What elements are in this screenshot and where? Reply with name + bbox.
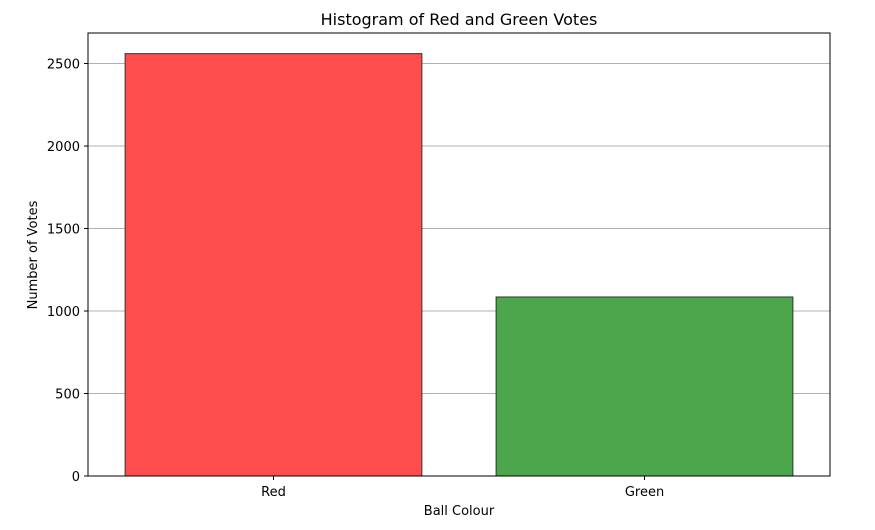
y-tick-label: 1500	[47, 223, 80, 238]
x-tick-label-green: Green	[625, 485, 664, 500]
y-tick-label: 2000	[47, 140, 80, 155]
y-tick-label: 500	[55, 388, 80, 403]
bar-red	[124, 53, 423, 477]
x-axis-ticks: Red Green	[261, 476, 664, 500]
chart-title: Histogram of Red and Green Votes	[321, 10, 598, 29]
y-tick-label: 1000	[47, 305, 80, 320]
x-axis-label: Ball Colour	[424, 504, 495, 519]
bars	[124, 53, 794, 477]
y-axis-ticks: 0 500 1000 1500 2000 2500	[47, 58, 88, 485]
plot-area-frame	[87, 32, 831, 477]
y-axis-label: Number of Votes	[26, 200, 41, 309]
x-tick-label-red: Red	[261, 485, 286, 500]
y-tick-label: 0	[72, 470, 80, 485]
y-tick-label: 2500	[47, 58, 80, 73]
bar-green	[495, 296, 794, 477]
